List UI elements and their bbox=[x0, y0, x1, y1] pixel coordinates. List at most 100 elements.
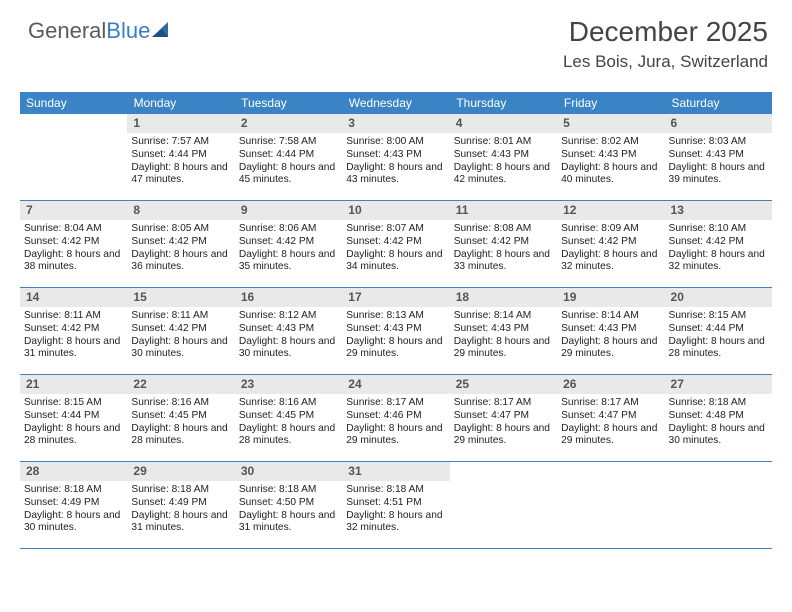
daylight-text: Daylight: 8 hours and 29 minutes. bbox=[346, 423, 445, 449]
day-body: Sunrise: 8:18 AMSunset: 4:49 PMDaylight:… bbox=[127, 481, 234, 539]
calendar: SundayMondayTuesdayWednesdayThursdayFrid… bbox=[20, 92, 772, 549]
sunrise-text: Sunrise: 8:18 AM bbox=[669, 397, 768, 410]
daylight-text: Daylight: 8 hours and 33 minutes. bbox=[454, 249, 553, 275]
day-cell: 1Sunrise: 7:57 AMSunset: 4:44 PMDaylight… bbox=[127, 114, 234, 200]
day-of-week-header: Friday bbox=[558, 92, 666, 114]
day-cell: 17Sunrise: 8:13 AMSunset: 4:43 PMDayligh… bbox=[342, 288, 449, 374]
day-cell bbox=[450, 462, 557, 548]
sunset-text: Sunset: 4:42 PM bbox=[346, 236, 445, 249]
day-cell: 5Sunrise: 8:02 AMSunset: 4:43 PMDaylight… bbox=[557, 114, 664, 200]
sunrise-text: Sunrise: 8:13 AM bbox=[346, 310, 445, 323]
sunset-text: Sunset: 4:44 PM bbox=[131, 149, 230, 162]
daylight-text: Daylight: 8 hours and 31 minutes. bbox=[24, 336, 123, 362]
sunset-text: Sunset: 4:47 PM bbox=[454, 410, 553, 423]
day-cell: 28Sunrise: 8:18 AMSunset: 4:49 PMDayligh… bbox=[20, 462, 127, 548]
month-title: December 2025 bbox=[563, 16, 768, 48]
sunset-text: Sunset: 4:43 PM bbox=[561, 323, 660, 336]
brand-general: General bbox=[28, 18, 106, 44]
sunrise-text: Sunrise: 8:04 AM bbox=[24, 223, 123, 236]
day-body: Sunrise: 8:13 AMSunset: 4:43 PMDaylight:… bbox=[342, 307, 449, 365]
day-number: 22 bbox=[127, 375, 234, 394]
sunrise-text: Sunrise: 8:14 AM bbox=[454, 310, 553, 323]
day-body: Sunrise: 8:16 AMSunset: 4:45 PMDaylight:… bbox=[235, 394, 342, 452]
day-cell: 24Sunrise: 8:17 AMSunset: 4:46 PMDayligh… bbox=[342, 375, 449, 461]
sunrise-text: Sunrise: 8:08 AM bbox=[454, 223, 553, 236]
sunrise-text: Sunrise: 8:03 AM bbox=[669, 136, 768, 149]
sunrise-text: Sunrise: 8:16 AM bbox=[131, 397, 230, 410]
day-number: 2 bbox=[235, 114, 342, 133]
day-body: Sunrise: 8:11 AMSunset: 4:42 PMDaylight:… bbox=[127, 307, 234, 365]
daylight-text: Daylight: 8 hours and 30 minutes. bbox=[239, 336, 338, 362]
daylight-text: Daylight: 8 hours and 34 minutes. bbox=[346, 249, 445, 275]
daylight-text: Daylight: 8 hours and 40 minutes. bbox=[561, 162, 660, 188]
day-body: Sunrise: 8:02 AMSunset: 4:43 PMDaylight:… bbox=[557, 133, 664, 191]
sunset-text: Sunset: 4:47 PM bbox=[561, 410, 660, 423]
day-number: 25 bbox=[450, 375, 557, 394]
week-row: 14Sunrise: 8:11 AMSunset: 4:42 PMDayligh… bbox=[20, 288, 772, 375]
daylight-text: Daylight: 8 hours and 30 minutes. bbox=[24, 510, 123, 536]
sunrise-text: Sunrise: 8:17 AM bbox=[346, 397, 445, 410]
day-body: Sunrise: 8:01 AMSunset: 4:43 PMDaylight:… bbox=[450, 133, 557, 191]
day-body: Sunrise: 8:06 AMSunset: 4:42 PMDaylight:… bbox=[235, 220, 342, 278]
sunset-text: Sunset: 4:42 PM bbox=[561, 236, 660, 249]
day-number: 14 bbox=[20, 288, 127, 307]
day-body: Sunrise: 8:07 AMSunset: 4:42 PMDaylight:… bbox=[342, 220, 449, 278]
daylight-text: Daylight: 8 hours and 39 minutes. bbox=[669, 162, 768, 188]
sunset-text: Sunset: 4:42 PM bbox=[454, 236, 553, 249]
weeks-container: 1Sunrise: 7:57 AMSunset: 4:44 PMDaylight… bbox=[20, 114, 772, 549]
sunset-text: Sunset: 4:44 PM bbox=[669, 323, 768, 336]
week-row: 7Sunrise: 8:04 AMSunset: 4:42 PMDaylight… bbox=[20, 201, 772, 288]
day-number: 23 bbox=[235, 375, 342, 394]
day-number: 29 bbox=[127, 462, 234, 481]
sunset-text: Sunset: 4:43 PM bbox=[346, 149, 445, 162]
day-body: Sunrise: 8:15 AMSunset: 4:44 PMDaylight:… bbox=[665, 307, 772, 365]
day-body: Sunrise: 8:18 AMSunset: 4:50 PMDaylight:… bbox=[235, 481, 342, 539]
day-cell: 21Sunrise: 8:15 AMSunset: 4:44 PMDayligh… bbox=[20, 375, 127, 461]
day-number: 19 bbox=[557, 288, 664, 307]
sunrise-text: Sunrise: 8:17 AM bbox=[454, 397, 553, 410]
day-number: 5 bbox=[557, 114, 664, 133]
sunrise-text: Sunrise: 8:18 AM bbox=[24, 484, 123, 497]
day-number: 11 bbox=[450, 201, 557, 220]
sunset-text: Sunset: 4:50 PM bbox=[239, 497, 338, 510]
day-cell bbox=[557, 462, 664, 548]
day-body: Sunrise: 7:57 AMSunset: 4:44 PMDaylight:… bbox=[127, 133, 234, 191]
day-body: Sunrise: 8:14 AMSunset: 4:43 PMDaylight:… bbox=[450, 307, 557, 365]
day-number: 10 bbox=[342, 201, 449, 220]
daylight-text: Daylight: 8 hours and 29 minutes. bbox=[454, 336, 553, 362]
day-number: 31 bbox=[342, 462, 449, 481]
brand-sail-icon bbox=[152, 20, 174, 38]
daylight-text: Daylight: 8 hours and 29 minutes. bbox=[561, 336, 660, 362]
location-subtitle: Les Bois, Jura, Switzerland bbox=[563, 52, 768, 72]
sunrise-text: Sunrise: 8:02 AM bbox=[561, 136, 660, 149]
sunset-text: Sunset: 4:51 PM bbox=[346, 497, 445, 510]
day-number: 26 bbox=[557, 375, 664, 394]
daylight-text: Daylight: 8 hours and 42 minutes. bbox=[454, 162, 553, 188]
daylight-text: Daylight: 8 hours and 29 minutes. bbox=[346, 336, 445, 362]
day-number: 30 bbox=[235, 462, 342, 481]
day-of-week-header: Tuesday bbox=[235, 92, 343, 114]
day-number: 3 bbox=[342, 114, 449, 133]
day-cell: 15Sunrise: 8:11 AMSunset: 4:42 PMDayligh… bbox=[127, 288, 234, 374]
sunset-text: Sunset: 4:42 PM bbox=[131, 323, 230, 336]
day-body: Sunrise: 8:18 AMSunset: 4:48 PMDaylight:… bbox=[665, 394, 772, 452]
daylight-text: Daylight: 8 hours and 28 minutes. bbox=[239, 423, 338, 449]
sunrise-text: Sunrise: 8:17 AM bbox=[561, 397, 660, 410]
day-number: 15 bbox=[127, 288, 234, 307]
daylight-text: Daylight: 8 hours and 31 minutes. bbox=[131, 510, 230, 536]
daylight-text: Daylight: 8 hours and 32 minutes. bbox=[669, 249, 768, 275]
day-cell: 20Sunrise: 8:15 AMSunset: 4:44 PMDayligh… bbox=[665, 288, 772, 374]
day-cell: 22Sunrise: 8:16 AMSunset: 4:45 PMDayligh… bbox=[127, 375, 234, 461]
sunset-text: Sunset: 4:42 PM bbox=[24, 323, 123, 336]
sunrise-text: Sunrise: 8:15 AM bbox=[669, 310, 768, 323]
day-cell: 16Sunrise: 8:12 AMSunset: 4:43 PMDayligh… bbox=[235, 288, 342, 374]
sunrise-text: Sunrise: 8:05 AM bbox=[131, 223, 230, 236]
day-body: Sunrise: 8:17 AMSunset: 4:47 PMDaylight:… bbox=[557, 394, 664, 452]
sunset-text: Sunset: 4:49 PM bbox=[131, 497, 230, 510]
sunrise-text: Sunrise: 8:14 AM bbox=[561, 310, 660, 323]
daylight-text: Daylight: 8 hours and 45 minutes. bbox=[239, 162, 338, 188]
day-of-week-header-row: SundayMondayTuesdayWednesdayThursdayFrid… bbox=[20, 92, 772, 114]
header: GeneralBlue December 2025 Les Bois, Jura… bbox=[0, 0, 792, 92]
day-number: 16 bbox=[235, 288, 342, 307]
sunset-text: Sunset: 4:48 PM bbox=[669, 410, 768, 423]
